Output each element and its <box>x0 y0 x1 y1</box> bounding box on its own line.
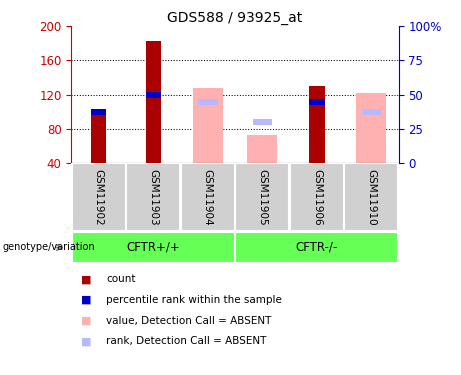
Text: GSM11906: GSM11906 <box>312 169 322 225</box>
Bar <box>309 99 325 105</box>
Text: GSM11902: GSM11902 <box>94 169 104 225</box>
Bar <box>253 119 272 125</box>
Bar <box>146 92 161 98</box>
Text: rank, Detection Call = ABSENT: rank, Detection Call = ABSENT <box>106 336 266 346</box>
Bar <box>198 99 218 105</box>
Bar <box>181 163 235 231</box>
Text: GSM11903: GSM11903 <box>148 169 158 225</box>
Text: GSM11905: GSM11905 <box>257 169 267 225</box>
Text: count: count <box>106 274 136 284</box>
Text: value, Detection Call = ABSENT: value, Detection Call = ABSENT <box>106 316 272 326</box>
Bar <box>236 163 290 231</box>
Text: CFTR-/-: CFTR-/- <box>296 241 338 254</box>
Text: GSM11910: GSM11910 <box>366 169 377 225</box>
Text: ■: ■ <box>81 274 91 284</box>
Bar <box>344 163 398 231</box>
Bar <box>91 112 106 163</box>
Bar <box>126 163 180 231</box>
Text: GSM11904: GSM11904 <box>203 169 213 225</box>
Bar <box>362 109 381 115</box>
Bar <box>290 163 344 231</box>
Text: genotype/variation: genotype/variation <box>2 243 95 252</box>
Text: ■: ■ <box>81 336 91 346</box>
Bar <box>309 86 325 163</box>
Bar <box>91 109 106 115</box>
Text: CFTR+/+: CFTR+/+ <box>126 241 180 254</box>
Bar <box>236 232 398 262</box>
Text: ■: ■ <box>81 316 91 326</box>
Text: ■: ■ <box>81 295 91 305</box>
Bar <box>72 163 126 231</box>
Bar <box>356 93 386 163</box>
Bar <box>146 41 161 163</box>
Text: percentile rank within the sample: percentile rank within the sample <box>106 295 282 305</box>
Bar <box>193 88 223 163</box>
Title: GDS588 / 93925_at: GDS588 / 93925_at <box>167 11 303 25</box>
Bar <box>72 232 235 262</box>
Bar <box>248 135 278 163</box>
